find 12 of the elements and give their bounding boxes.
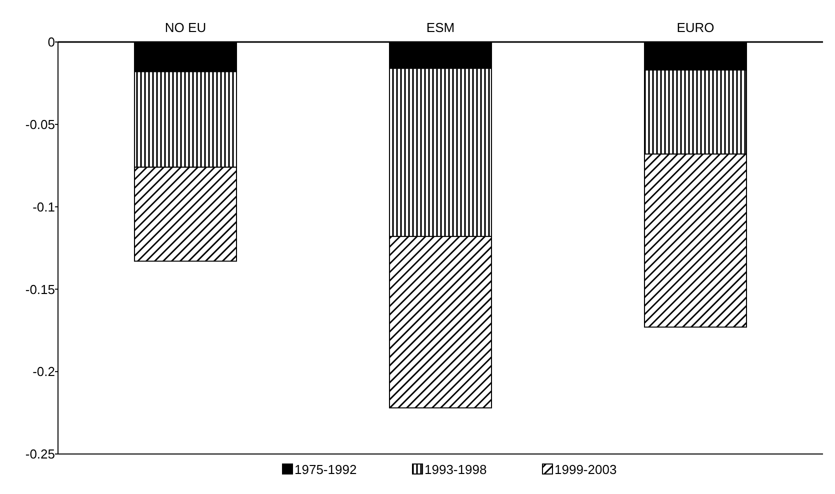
legend-label: 1999-2003 <box>554 462 617 477</box>
y-tick-label: -0.1 <box>32 199 55 214</box>
legend-label: 1975-1992 <box>294 462 357 477</box>
x-tick-label: ESM <box>426 20 455 35</box>
y-tick-label: -0.05 <box>25 116 55 132</box>
x-tick-label: NO EU <box>164 20 206 35</box>
legend-label: 1993-1998 <box>424 462 487 477</box>
y-tick-label: -0.2 <box>32 364 55 380</box>
y-tick-label: -0.25 <box>25 446 55 462</box>
y-tick-label: 0 <box>48 34 55 50</box>
x-tick-label: EURO <box>676 20 714 35</box>
y-tick-label: -0.15 <box>25 282 55 297</box>
